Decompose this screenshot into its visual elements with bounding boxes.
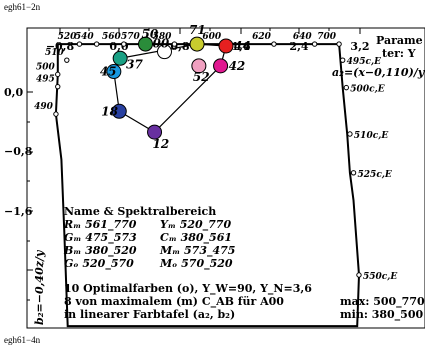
spectral-point <box>339 57 346 63</box>
legend-o-right: Mₒ 570_520 <box>159 257 233 271</box>
spectral-point <box>53 111 59 117</box>
header-code-bottom: egh61−4n <box>4 335 41 345</box>
sample-label: 45 <box>100 65 117 79</box>
legend-line8: in linearer Farbtafel (a₂, b₂) <box>64 308 235 321</box>
sample-dot <box>106 64 122 80</box>
x-axis-title: a₂=(x−0,110)/y <box>332 66 425 79</box>
sample-label: 18 <box>101 104 118 118</box>
legend-r-left: Rₘ 561_770 <box>63 218 137 232</box>
boundary-line <box>54 43 361 328</box>
legend-b-left: Bₘ 380_520 <box>63 244 137 258</box>
spectral-point <box>343 84 350 91</box>
sample-label: 00 <box>152 37 169 51</box>
sample-dot <box>213 58 229 74</box>
sample-dot <box>147 124 163 140</box>
spectral-point <box>76 41 83 47</box>
legend: Name & Spektralbereich Rₘ 561_770 Yₘ 520… <box>63 205 425 322</box>
sample-dot <box>191 58 207 74</box>
corner-label-line1: Parame <box>376 34 423 47</box>
spectral-boundary <box>54 43 361 328</box>
legend-line7: 8 von maximalem (m) C_AB für A00 <box>64 295 284 309</box>
corner-label-line2: ter: Y <box>382 47 416 60</box>
spectral-label: 490 <box>34 102 54 112</box>
y-tick-label: −1,6 <box>4 205 33 218</box>
spectral-label: 560 <box>102 32 122 42</box>
spectral-label: 620 <box>252 32 272 42</box>
spectral-point <box>311 41 318 47</box>
legend-o-left: Gₒ 520_570 <box>64 257 134 271</box>
spectral-label: 495 <box>36 75 55 85</box>
legend-max: max: 500_770 <box>340 295 425 309</box>
spectral-label: 570 <box>121 32 141 42</box>
spectral-label: 580 <box>153 32 173 42</box>
spectral-point <box>64 57 70 63</box>
spectral-point <box>271 41 277 47</box>
x-ticks-top <box>59 28 361 34</box>
sample-label: 12 <box>153 137 170 151</box>
y-ticks-left <box>27 91 33 301</box>
sample-dot <box>137 36 153 52</box>
spectral-label: 510 <box>45 48 65 58</box>
spectral-label: 500c,E <box>350 85 384 95</box>
sample-label: 37 <box>126 57 143 71</box>
legend-g-right: Cₘ 380_561 <box>160 231 232 245</box>
sample-label: 50 <box>141 27 158 41</box>
sample-dot <box>156 44 172 60</box>
spectral-label: 495c,E <box>347 57 381 67</box>
legend-line6: 10 Optimalfarben (o), Y_W=90, Y_N=3,6 <box>64 282 312 296</box>
sample-dot <box>111 103 127 119</box>
sample-label: 42 <box>229 59 246 73</box>
spectral-point <box>350 170 357 176</box>
spectral-point <box>55 71 61 78</box>
sample-dot <box>112 50 128 66</box>
spectral-label: 640 <box>293 32 313 42</box>
legend-b-right: Mₘ 573_475 <box>159 244 235 258</box>
spectral-label: 525c,E <box>358 170 392 180</box>
spectral-point <box>171 41 178 47</box>
header-code-top: egh61−2n <box>4 2 41 12</box>
spectral-point <box>336 41 342 47</box>
sample-label: 52 <box>193 70 210 84</box>
sample-dot <box>218 38 234 54</box>
spectral-label: 550c,E <box>363 272 397 282</box>
y-axis-title: b₂=−0,40z/y <box>33 249 46 325</box>
spectral-point <box>347 131 353 137</box>
x-tick-label: 3,2 <box>350 40 369 53</box>
sample-label: 71 <box>189 23 206 37</box>
spectral-label: 540 <box>75 32 95 42</box>
legend-title: Name & Spektralbereich <box>64 205 216 218</box>
spectral-point <box>55 83 61 90</box>
spectral-label: 520 <box>58 32 78 42</box>
sample-dot <box>189 36 205 52</box>
spectral-point <box>356 272 362 278</box>
spectral-label: 600 <box>202 32 222 42</box>
spectral-point <box>121 41 127 47</box>
spectral-point <box>93 41 100 47</box>
legend-min: min: 380_500 <box>340 308 423 322</box>
sample-label: 44 <box>234 39 251 53</box>
y-tick-label: −0,8 <box>4 145 33 158</box>
spectral-label: 500 <box>36 62 56 72</box>
legend-r-right: Yₘ 520_770 <box>160 218 231 232</box>
spectral-label: 510c,E <box>354 131 388 141</box>
legend-g-left: Gₘ 475_573 <box>64 231 137 245</box>
plot-frame <box>26 27 425 329</box>
y-tick-label: 0,0 <box>4 86 23 99</box>
spectral-label: 700 <box>317 32 337 42</box>
